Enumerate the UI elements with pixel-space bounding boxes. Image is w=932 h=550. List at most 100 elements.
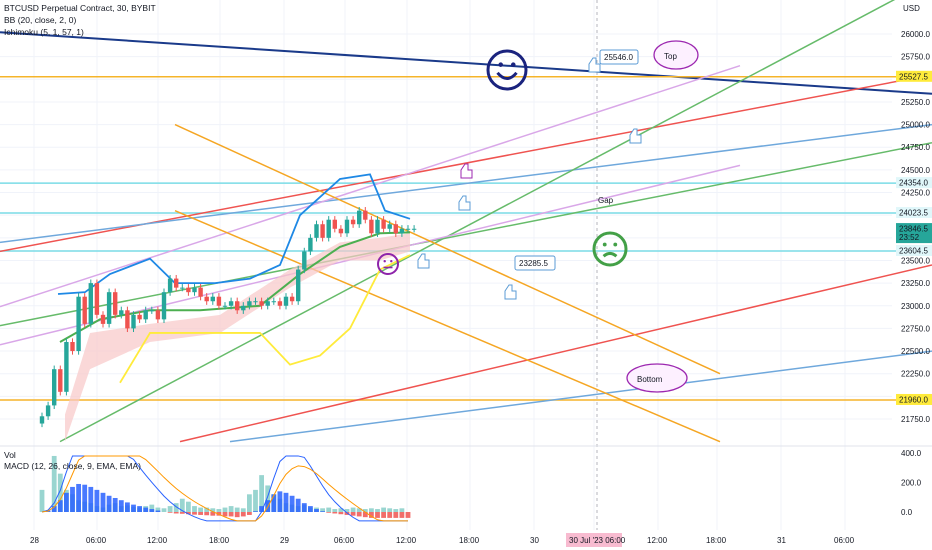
- trendline-11: [59, 0, 896, 443]
- price-tick-25750: 25750.0: [901, 53, 930, 62]
- price-tick-22750: 22750.0: [901, 324, 930, 333]
- volume-bar: [399, 508, 405, 512]
- candle-body: [265, 301, 270, 306]
- candle-body: [405, 228, 411, 230]
- macd-histogram-bar: [192, 512, 197, 515]
- price-label-cyan: 24023.5: [899, 209, 928, 218]
- trendline-15: [174, 209, 721, 443]
- candle-body: [393, 224, 398, 234]
- symbol-title[interactable]: BTCUSD Perpetual Contract, 30, BYBIT: [4, 3, 156, 13]
- volume-bar: [356, 508, 362, 512]
- time-tick-2: 12:00: [147, 536, 168, 545]
- macd-histogram-bar: [369, 512, 374, 518]
- macd-histogram-bar: [375, 512, 380, 518]
- price-label-box: [896, 223, 932, 244]
- macd-histogram-bar: [301, 503, 307, 512]
- macd-histogram-bar: [344, 512, 350, 515]
- time-tick-12: 18:00: [706, 536, 727, 545]
- candle-body: [52, 369, 57, 406]
- candle-body: [64, 342, 69, 392]
- candle-body: [119, 310, 124, 315]
- macd-histogram-bar: [350, 512, 356, 516]
- candle-body: [161, 292, 167, 320]
- top-label: Top: [664, 52, 677, 61]
- smiley-neutral-icon-eye-right: [390, 260, 393, 263]
- hand-marker-icon: [504, 284, 517, 300]
- price-label-box: [896, 245, 932, 257]
- candle-body: [94, 283, 100, 315]
- macd-histogram-bar: [131, 504, 136, 512]
- ichimoku-legend[interactable]: Ichimoku (5, 1, 57, 1): [4, 27, 84, 37]
- smiley-confused-icon: [592, 231, 628, 267]
- candle-body: [143, 310, 148, 320]
- smiley-neutral-icon-eye-left: [383, 260, 386, 263]
- vol-legend[interactable]: Vol: [4, 450, 16, 460]
- macd-histogram-bar: [173, 512, 179, 514]
- volume-bar: [362, 509, 368, 512]
- price-tick-25250: 25250.0: [901, 98, 930, 107]
- smiley-confused-icon-mouth: [602, 251, 618, 258]
- time-tick-3: 18:00: [209, 536, 230, 545]
- macd-histogram-bar: [125, 502, 130, 512]
- price-tick-23000: 23000.0: [901, 302, 930, 311]
- macd-histogram-bar: [57, 500, 63, 512]
- time-highlight-box: [566, 533, 622, 547]
- candle-body: [241, 305, 246, 311]
- smiley-confused-icon-eye-left: [602, 242, 607, 247]
- candle-body: [167, 278, 173, 293]
- macd-histogram-bar: [332, 512, 338, 514]
- smiley-confused-icon-outline: [592, 231, 628, 267]
- macd-histogram-bar: [88, 486, 94, 512]
- volume-bar: [381, 507, 386, 512]
- macd-histogram-bar: [295, 498, 301, 512]
- callout-lower-box: [514, 255, 556, 271]
- trendline-8: [0, 123, 932, 244]
- candle-body: [70, 342, 75, 352]
- volume-bar: [320, 508, 325, 512]
- candle-body: [210, 296, 215, 302]
- volume-bar: [344, 509, 350, 512]
- smiley-happy-icon-mouth: [496, 71, 518, 81]
- time-tick-4: 29: [280, 536, 289, 545]
- volume-bar: [350, 507, 356, 512]
- volume-bar: [253, 489, 258, 512]
- macd-histogram-bar: [405, 512, 411, 518]
- macd-histogram-bar: [106, 495, 112, 512]
- macd-histogram-bar: [76, 483, 81, 512]
- candle-body: [125, 310, 130, 329]
- candle-body: [106, 292, 112, 324]
- candle-body: [45, 405, 51, 417]
- volume-bar: [259, 475, 264, 512]
- time-tick-5: 06:00: [334, 536, 355, 545]
- trendline-7: [179, 264, 932, 443]
- macd-histogram-bar: [320, 511, 325, 512]
- volume-bar: [338, 508, 344, 512]
- price-label-box: [896, 177, 932, 189]
- price-tick-24250: 24250.0: [901, 189, 930, 198]
- candle-body: [375, 219, 380, 234]
- macd-histogram-bar: [94, 489, 100, 512]
- gap-label: Gap: [598, 196, 614, 205]
- trendline-10: [0, 141, 932, 327]
- candle-body: [198, 287, 203, 297]
- macd-histogram-bar: [259, 506, 264, 512]
- candle-body: [82, 296, 87, 324]
- macd-histogram-bar: [64, 492, 69, 512]
- bb-lower-band: [119, 254, 411, 384]
- price-tick-24750: 24750.0: [901, 143, 930, 152]
- candle-body: [149, 310, 154, 312]
- volume-bar: [369, 508, 374, 512]
- bottom-label-bubble: [626, 363, 688, 393]
- bb-legend[interactable]: BB (20, close, 2, 0): [4, 15, 77, 25]
- macd-histogram-bar: [149, 509, 155, 512]
- macd-histogram-bar: [393, 512, 399, 518]
- macd-histogram-bar: [314, 509, 319, 512]
- price-tick-24500: 24500.0: [901, 166, 930, 175]
- macd-legend[interactable]: MACD (12, 26, close, 9, EMA, EMA): [4, 461, 141, 471]
- top-label-bubble: [653, 40, 699, 70]
- time-highlight-label: 30 Jul '23 06:00: [569, 536, 626, 545]
- volume-bar: [210, 508, 216, 512]
- volume-bar: [204, 507, 210, 512]
